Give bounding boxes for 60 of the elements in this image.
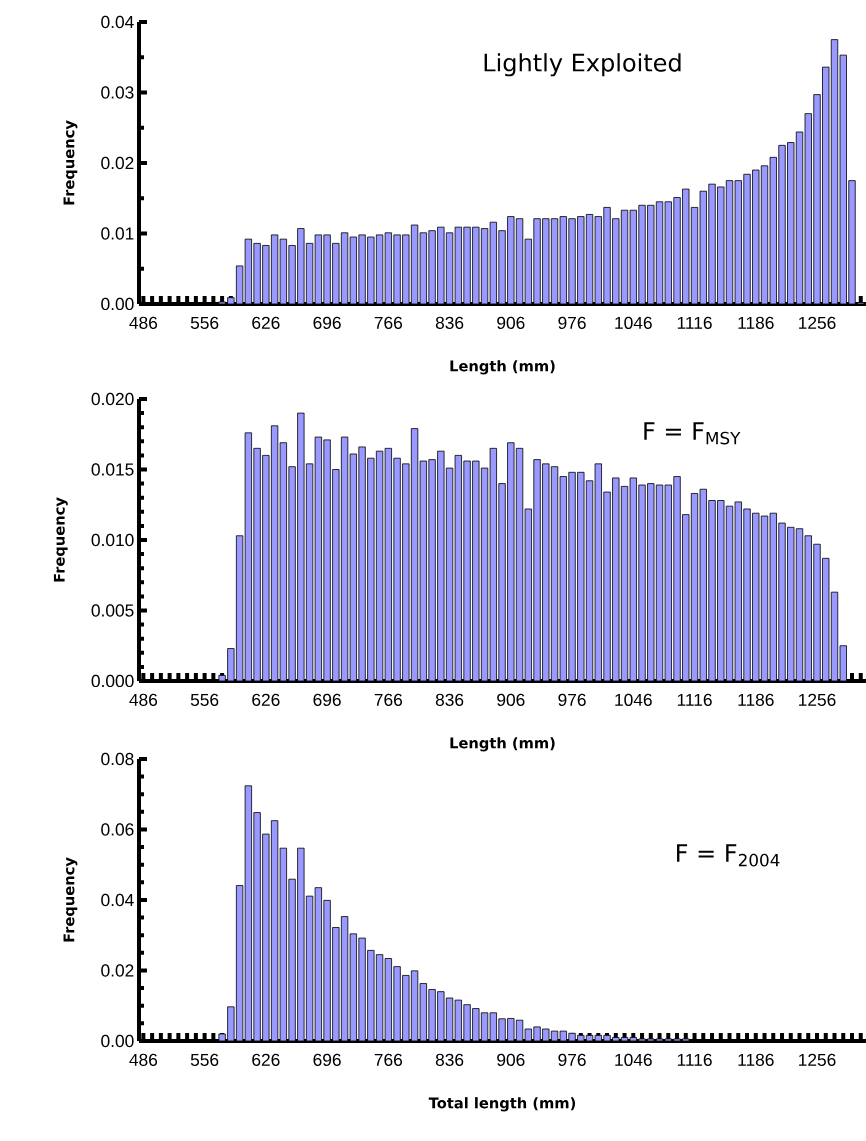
y-tick-label: 0.02: [101, 964, 134, 977]
x-tick-label: 486: [129, 693, 158, 706]
x-tick-label: 1116: [677, 1053, 712, 1066]
x-tick-label: 1256: [799, 316, 836, 329]
y-tick-label: 0.04: [101, 15, 134, 29]
x-tick-label: 696: [313, 316, 341, 329]
y-tick-label: 0.000: [91, 674, 134, 688]
x-tick-label: 1046: [615, 693, 652, 706]
x-tick-label: 626: [252, 693, 280, 706]
y-tick-label: 0.020: [91, 392, 134, 406]
x-tick-label: 1256: [799, 1053, 836, 1066]
x-tick-label: 836: [435, 693, 464, 706]
x-tick-label: 1186: [738, 316, 774, 329]
x-tick-label: 766: [374, 1053, 403, 1066]
x-tick-label: 1046: [615, 1053, 652, 1066]
y-axis-title: Frequency: [63, 120, 78, 205]
x-tick-label: 1186: [738, 693, 774, 706]
y-tick-label: 0.06: [101, 823, 134, 836]
y-tick-label: 0.04: [101, 893, 134, 907]
text: Lightly Exploited: [484, 53, 681, 77]
y-tick-label: 0.02: [101, 156, 134, 170]
y-tick-label: 0.08: [101, 752, 134, 766]
x-axis-title: Length (mm): [450, 360, 555, 375]
x-tick-label: 906: [497, 316, 525, 329]
text: F = F$_{MSY}$: [644, 422, 741, 445]
x-tick-label: 486: [129, 1053, 158, 1066]
y-axis-title: Frequency: [63, 857, 78, 942]
x-axis-title: Length (mm): [450, 737, 555, 752]
x-tick-label: 836: [435, 316, 464, 329]
x-tick-label: 766: [374, 693, 403, 706]
text: F = F$_{2004}$: [677, 844, 780, 867]
x-axis-title: Total length (mm): [428, 1097, 576, 1112]
y-tick-label: 0.005: [91, 604, 134, 617]
y-tick-label: 0.00: [101, 297, 134, 311]
x-tick-label: 1046: [615, 316, 652, 329]
x-tick-label: 976: [558, 1053, 586, 1066]
x-tick-label: 836: [435, 1053, 464, 1066]
x-tick-label: 556: [190, 693, 219, 706]
x-tick-label: 1116: [677, 316, 712, 329]
x-tick-label: 976: [558, 693, 586, 706]
x-tick-label: 766: [374, 316, 403, 329]
x-tick-label: 626: [252, 316, 280, 329]
x-tick-label: 556: [190, 316, 219, 329]
x-tick-label: 696: [313, 693, 341, 706]
x-tick-label: 486: [129, 316, 158, 329]
y-tick-label: 0.010: [91, 533, 134, 547]
y-tick-label: 0.03: [101, 86, 134, 99]
y-tick-label: 0.01: [101, 227, 134, 240]
x-tick-label: 976: [558, 316, 586, 329]
y-tick-label: 0.00: [101, 1034, 134, 1048]
x-tick-label: 906: [497, 693, 525, 706]
x-tick-label: 556: [190, 1053, 219, 1066]
x-tick-label: 906: [497, 1053, 525, 1066]
y-tick-label: 0.015: [91, 463, 134, 476]
x-tick-label: 1186: [738, 1053, 774, 1066]
x-tick-label: 626: [252, 1053, 280, 1066]
x-tick-label: 696: [313, 1053, 341, 1066]
x-tick-label: 1116: [677, 693, 712, 706]
y-axis-title: Frequency: [53, 497, 68, 582]
x-tick-label: 1256: [799, 693, 836, 706]
